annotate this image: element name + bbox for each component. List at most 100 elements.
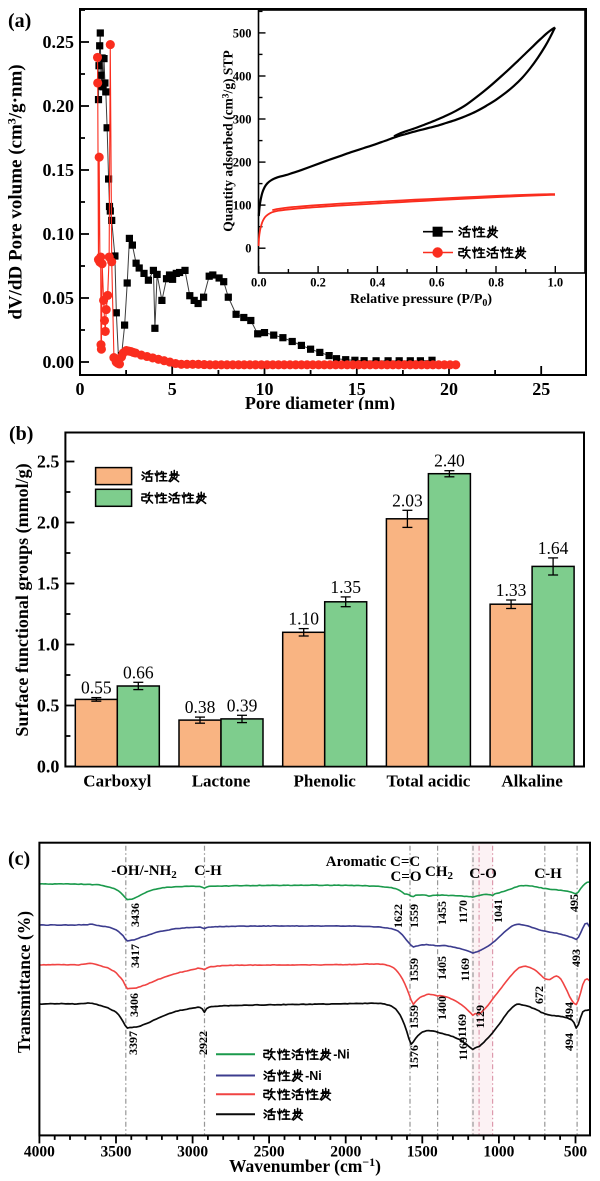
- svg-text:Phenolic: Phenolic: [294, 772, 357, 791]
- svg-text:3500: 3500: [101, 1143, 132, 1160]
- svg-text:1.0: 1.0: [37, 635, 60, 655]
- svg-text:Aromatic C=C: Aromatic C=C: [326, 854, 421, 870]
- svg-text:0: 0: [76, 379, 85, 399]
- svg-text:1559: 1559: [407, 904, 421, 928]
- svg-text:1.5: 1.5: [37, 574, 60, 594]
- svg-text:0.0: 0.0: [37, 757, 60, 777]
- svg-text:1.64: 1.64: [538, 538, 569, 558]
- svg-text:0.5: 0.5: [37, 696, 60, 716]
- svg-text:1455: 1455: [435, 901, 449, 925]
- svg-text:0.25: 0.25: [43, 32, 75, 52]
- svg-text:(c): (c): [8, 848, 30, 870]
- svg-text:1169: 1169: [456, 1037, 470, 1060]
- svg-text:1622: 1622: [391, 904, 405, 928]
- svg-text:1400: 1400: [435, 996, 449, 1020]
- svg-text:2.5: 2.5: [37, 452, 60, 472]
- svg-text:N: N: [337, 1048, 346, 1062]
- svg-text:2.40: 2.40: [434, 451, 465, 471]
- svg-text:i: i: [318, 1069, 321, 1083]
- svg-text:N: N: [309, 1069, 318, 1083]
- svg-text:1.0: 1.0: [547, 276, 563, 290]
- svg-text:dV/dD Pore volume (cm3/g·nm): dV/dD Pore volume (cm3/g·nm): [5, 64, 27, 319]
- svg-text:-: -: [333, 1048, 337, 1062]
- svg-text:(b): (b): [9, 423, 33, 445]
- svg-text:2.0: 2.0: [37, 513, 60, 533]
- svg-text:Alkaline: Alkaline: [501, 772, 563, 791]
- svg-text:C-H: C-H: [194, 863, 222, 879]
- svg-text:1.10: 1.10: [288, 609, 319, 629]
- svg-text:Total acidic: Total acidic: [386, 772, 470, 791]
- svg-text:Carboxyl: Carboxyl: [83, 772, 151, 791]
- svg-text:672: 672: [532, 986, 546, 1004]
- svg-text:3406: 3406: [127, 993, 141, 1017]
- svg-text:400: 400: [233, 70, 252, 84]
- svg-text:0.39: 0.39: [227, 695, 258, 715]
- svg-text:2500: 2500: [254, 1143, 285, 1160]
- svg-text:i: i: [346, 1048, 349, 1062]
- svg-text:1169: 1169: [458, 958, 472, 981]
- svg-text:Pore diameter (nm): Pore diameter (nm): [245, 393, 395, 410]
- svg-text:10: 10: [256, 379, 274, 399]
- svg-text:(a): (a): [8, 10, 31, 32]
- svg-text:15: 15: [348, 379, 366, 399]
- svg-text:Lactone: Lactone: [192, 772, 251, 791]
- svg-text:1.33: 1.33: [496, 580, 527, 600]
- svg-text:0.20: 0.20: [43, 96, 75, 116]
- svg-text:3417: 3417: [128, 944, 142, 968]
- svg-text:CH2: CH2: [425, 864, 454, 882]
- svg-text:0.2: 0.2: [310, 276, 326, 290]
- svg-text:1559: 1559: [407, 958, 421, 982]
- svg-text:1170: 1170: [456, 900, 470, 923]
- svg-text:1559: 1559: [407, 1005, 421, 1029]
- svg-text:0.6: 0.6: [429, 276, 445, 290]
- svg-text:C=O: C=O: [390, 869, 421, 885]
- svg-text:1169: 1169: [455, 1014, 469, 1037]
- svg-text:Transmittance (%): Transmittance (%): [14, 911, 34, 1053]
- svg-text:2000: 2000: [330, 1143, 361, 1160]
- svg-text:494: 494: [562, 1033, 576, 1051]
- svg-text:494: 494: [562, 1002, 576, 1020]
- svg-text:1405: 1405: [435, 956, 449, 980]
- svg-text:2922: 2922: [196, 1031, 210, 1055]
- svg-text:Relative pressure (P/P0): Relative pressure (P/P0): [350, 292, 492, 309]
- svg-text:20: 20: [440, 379, 458, 399]
- svg-text:-OH/-NH2: -OH/-NH2: [111, 863, 177, 881]
- svg-text:3436: 3436: [128, 903, 142, 927]
- svg-text:0.10: 0.10: [43, 224, 75, 244]
- svg-text:500: 500: [564, 1143, 588, 1160]
- svg-text:Surface functional groups (mmo: Surface functional groups (mmol/g): [12, 463, 33, 736]
- svg-text:0.38: 0.38: [185, 697, 216, 717]
- svg-text:1.35: 1.35: [330, 577, 361, 597]
- svg-text:2.03: 2.03: [392, 490, 423, 510]
- svg-text:0.05: 0.05: [43, 288, 75, 308]
- svg-text:1129: 1129: [473, 1005, 487, 1028]
- svg-text:0.0: 0.0: [251, 276, 267, 290]
- svg-text:1576: 1576: [407, 1045, 421, 1069]
- svg-text:3000: 3000: [177, 1143, 208, 1160]
- svg-text:200: 200: [233, 156, 252, 170]
- svg-text:5: 5: [168, 379, 177, 399]
- svg-text:1000: 1000: [483, 1143, 514, 1160]
- svg-text:100: 100: [233, 199, 252, 213]
- svg-text:0.66: 0.66: [123, 662, 154, 682]
- svg-text:0.00: 0.00: [43, 352, 75, 372]
- svg-text:25: 25: [532, 379, 550, 399]
- svg-text:0: 0: [245, 242, 251, 256]
- svg-text:4000: 4000: [24, 1143, 55, 1160]
- svg-text:1500: 1500: [407, 1143, 438, 1160]
- svg-text:493: 493: [569, 949, 583, 967]
- svg-text:0.55: 0.55: [81, 678, 112, 698]
- svg-text:C-O: C-O: [469, 866, 497, 882]
- svg-text:C-H: C-H: [534, 866, 562, 882]
- svg-text:0.15: 0.15: [43, 160, 75, 180]
- svg-text:300: 300: [233, 113, 252, 127]
- svg-text:1041: 1041: [491, 899, 505, 923]
- svg-text:Wavenumber (cm−1): Wavenumber (cm−1): [229, 1155, 381, 1176]
- svg-text:495: 495: [567, 894, 581, 912]
- svg-text:Quantity adsorbed (cm3/g) STP: Quantity adsorbed (cm3/g) STP: [221, 50, 236, 231]
- svg-text:500: 500: [233, 26, 252, 40]
- svg-text:0.4: 0.4: [370, 276, 386, 290]
- svg-text:3397: 3397: [126, 1031, 140, 1055]
- svg-text:-: -: [305, 1069, 309, 1083]
- svg-text:0.8: 0.8: [488, 276, 504, 290]
